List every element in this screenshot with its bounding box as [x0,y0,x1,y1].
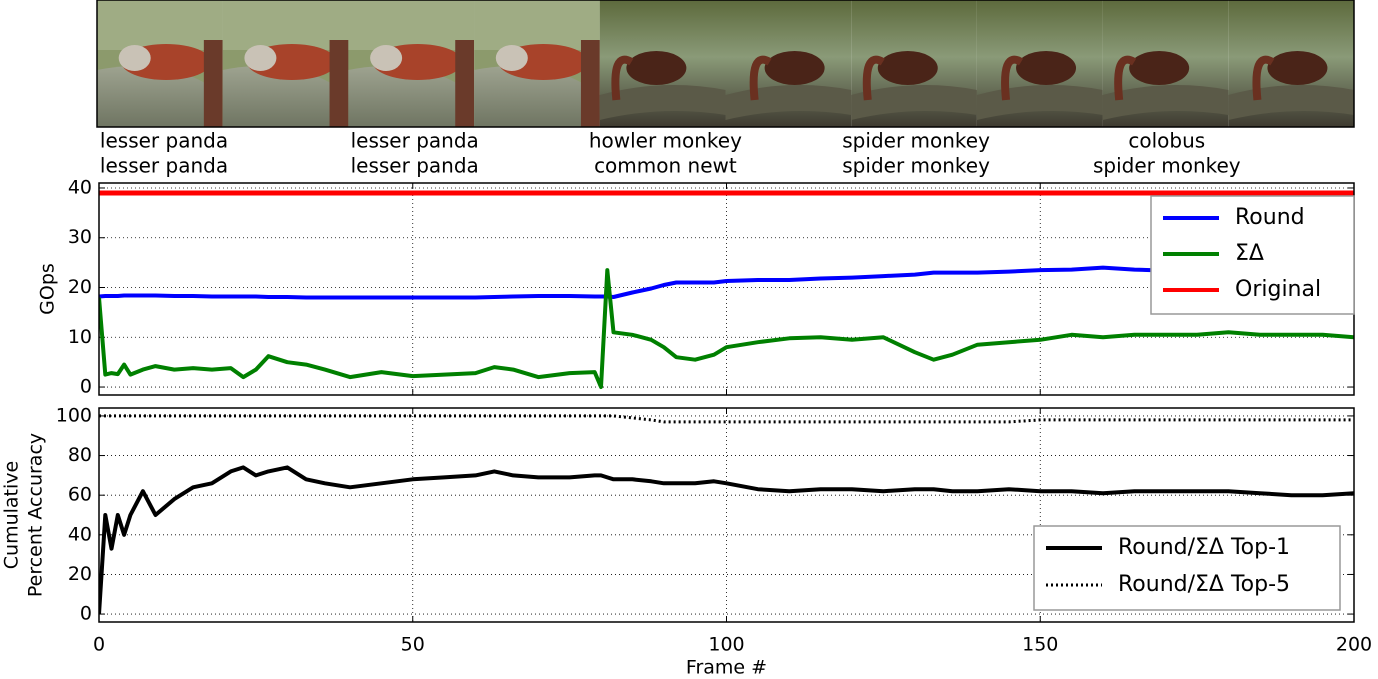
tail [1001,55,1024,101]
legend-label: Round/ΣΔ Top-5 [1118,572,1290,597]
animal-head [244,45,277,71]
y-tick-label: 80 [68,444,92,466]
y-tick-label: 100 [56,404,92,426]
tail [749,55,772,101]
animal [764,51,825,85]
y-axis-label: GOps [37,263,59,315]
chart: 0 20 40 60 80 100 0 50 100 150 200 Cumulative Percen… [1,404,1373,678]
log [97,65,223,127]
tail [1114,55,1137,101]
foliage [348,0,475,50]
thumbnail-label-bottom: lesser panda [100,154,228,178]
branch [1102,85,1229,120]
x-tick-label: 200 [1336,634,1372,656]
branch [851,85,977,120]
thumbnail-label-top: spider monkey [842,129,990,153]
plot-lines [99,414,1354,615]
plot-frame [98,407,1355,623]
y-tick-label: 10 [68,326,92,348]
foliage [97,0,223,50]
animal-head [495,45,528,71]
thumbnail-label-bottom: spider monkey [1093,154,1241,178]
series-line [99,414,1354,424]
animal-head [118,45,151,71]
x-tick-label: 50 [401,634,425,656]
tail [611,55,634,101]
fur-dark [455,40,475,127]
tail [1252,55,1275,101]
y-tick-label: 0 [80,376,92,398]
x-tick-label: 100 [708,634,744,656]
log [222,65,349,127]
thumbnail-label-bottom: common newt [594,154,737,178]
y-tick-label: 40 [68,523,92,545]
legend-label: Original [1235,277,1321,302]
y-tick-label: 60 [68,484,92,506]
y-axis-label: Cumulative [1,461,23,569]
animal [1129,51,1190,85]
fur-dark [580,40,600,127]
thumbnail-label-top: colobus [1128,129,1205,153]
log [348,65,475,127]
x-axis-label: Frame # [686,657,767,679]
fur-dark [329,40,349,127]
legend-box [1033,525,1341,611]
y-axis-label: Percent Accuracy [25,433,47,597]
legend-label: Round [1235,205,1305,230]
animal [1016,51,1077,85]
foliage [474,0,600,50]
thumbnail-label-bottom: spider monkey [842,154,990,178]
y-tick-label: 40 [68,176,92,198]
thumbnail-label-bottom: lesser panda [351,154,479,178]
y-tick-label: 20 [68,563,92,585]
animal [1267,51,1328,85]
thumbnail-label-top: howler monkey [589,129,742,153]
animal [877,51,938,85]
thumbnail-label-top: lesser panda [351,129,479,153]
log [474,65,600,127]
strip-border [96,0,1355,128]
legend-label: ΣΔ [1235,241,1264,266]
foliage [222,0,349,50]
legend-label: Round/ΣΔ Top-1 [1118,535,1290,560]
y-tick-label: 20 [68,276,92,298]
y-tick-label: 30 [68,226,92,248]
x-tick-label: 150 [1022,634,1058,656]
tail [862,55,885,101]
branch [599,85,726,120]
x-tick-label: 0 [93,634,105,656]
series-line [99,465,1354,615]
animal [626,51,687,85]
chart: 0 10 20 30 40 GOps Round ΣΔ Original [37,176,1355,398]
thumbnail-strip [96,0,1355,128]
plot-lines [99,190,1354,389]
y-tick-label: 0 [80,603,92,625]
animal-head [370,45,403,71]
thumbnail-label-top: lesser panda [100,129,228,153]
series-line [99,268,1354,389]
fur-dark [203,40,223,127]
